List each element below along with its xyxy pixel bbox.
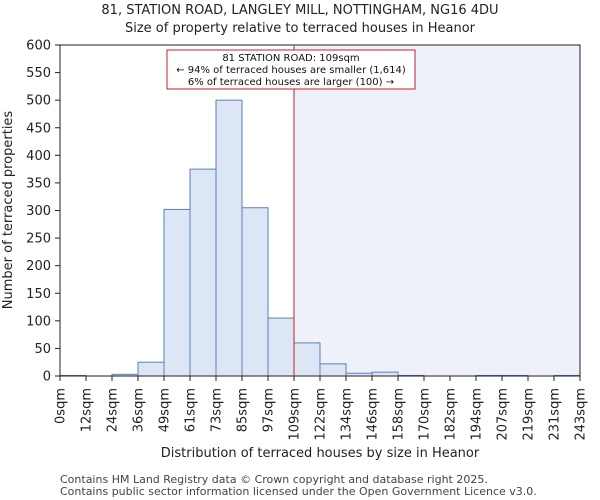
bar-109sqm [293, 342, 321, 377]
x-tick-label-182sqm: 182sqm [444, 388, 459, 441]
x-tick-label-109sqm: 109sqm [288, 388, 303, 441]
x-tick-label-170sqm: 170sqm [418, 388, 433, 441]
annotation-box: 81 STATION ROAD: 109sqm ← 94% of terrace… [166, 49, 416, 90]
y-tick-label-100: 100 [26, 314, 51, 329]
bar-85sqm [241, 207, 269, 377]
x-tick-label-146sqm: 146sqm [366, 388, 381, 441]
x-tick-label-97sqm: 97sqm [262, 388, 277, 432]
bar-36sqm [137, 361, 165, 377]
y-tick-label-450: 450 [26, 121, 51, 136]
y-tick-label-350: 350 [26, 176, 51, 191]
x-tick-label-194sqm: 194sqm [470, 388, 485, 441]
x-tick-label-0sqm: 0sqm [54, 388, 69, 424]
y-tick-label-200: 200 [26, 259, 51, 274]
y-tick-label-250: 250 [26, 232, 51, 247]
x-tick-label-24sqm: 24sqm [106, 388, 121, 432]
annotation-frame [166, 49, 416, 90]
annotation-line-3: 6% of terraced houses are larger (100) → [188, 77, 394, 88]
bar-49sqm [163, 208, 191, 377]
x-ticks: 0sqm 12sqm 24sqm 36sqm 49sqm 61sqm 73sqm 85sqm 9… [54, 376, 589, 441]
footer-line-1: Contains HM Land Registry data © Crown c… [60, 473, 488, 486]
chart-subtitle: Size of property relative to terraced ho… [125, 21, 476, 36]
x-tick-label-12sqm: 12sqm [80, 388, 95, 432]
x-tick-label-219sqm: 219sqm [522, 388, 537, 441]
annotation-line-1: 81 STATION ROAD: 109sqm [222, 53, 359, 64]
annotation-line-2: ← 94% of terraced houses are smaller (1,… [176, 65, 406, 76]
y-tick-label-400: 400 [26, 149, 51, 164]
y-axis-label: Number of terraced properties [1, 111, 16, 310]
x-axis-label: Distribution of terraced houses by size … [161, 446, 480, 461]
footer-line-2: Contains public sector information licen… [60, 485, 537, 498]
y-tick-label-600: 600 [26, 39, 51, 54]
x-tick-label-207sqm: 207sqm [496, 388, 511, 441]
y-ticks: 0 50 100 150 200 250 300 350 400 450 500 550 600 [26, 39, 60, 385]
x-tick-label-158sqm: 158sqm [392, 388, 407, 441]
x-tick-label-122sqm: 122sqm [314, 388, 329, 441]
bars-layer [59, 99, 581, 377]
y-tick-label-0: 0 [43, 370, 51, 385]
x-tick-label-49sqm: 49sqm [158, 388, 173, 432]
bar-146sqm [371, 371, 399, 377]
x-tick-label-36sqm: 36sqm [132, 388, 147, 432]
chart-title: 81, STATION ROAD, LANGLEY MILL, NOTTINGH… [101, 3, 498, 18]
x-tick-label-73sqm: 73sqm [210, 388, 225, 432]
bar-122sqm [319, 363, 347, 377]
y-tick-label-300: 300 [26, 204, 51, 219]
y-tick-label-500: 500 [26, 94, 51, 109]
y-tick-label-550: 550 [26, 66, 51, 81]
x-tick-label-85sqm: 85sqm [236, 388, 251, 432]
x-tick-label-134sqm: 134sqm [340, 388, 355, 441]
larger-region-shade [294, 45, 580, 376]
bar-73sqm [215, 99, 243, 377]
x-tick-label-231sqm: 231sqm [548, 388, 563, 441]
bar-97sqm [267, 317, 295, 377]
y-tick-label-50: 50 [34, 342, 51, 357]
x-tick-label-243sqm: 243sqm [574, 388, 589, 441]
bar-61sqm [189, 168, 217, 377]
y-tick-label-150: 150 [26, 287, 51, 302]
shade-layer [294, 45, 580, 376]
x-tick-label-61sqm: 61sqm [184, 388, 199, 432]
